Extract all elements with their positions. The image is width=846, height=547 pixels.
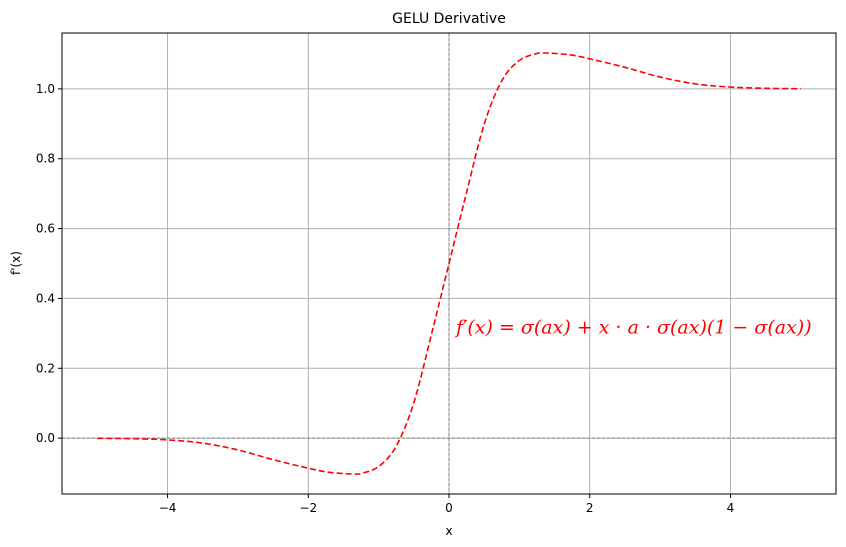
gelu-derivative-curve: [97, 51, 801, 476]
x-axis-title: x: [445, 524, 452, 538]
y-tick-label: 0.6: [36, 222, 55, 236]
formula-annotation: f′(x) = σ(ax) + x · a · σ(ax)(1 − σ(ax)): [454, 316, 812, 338]
y-tick-label: 0.2: [36, 361, 55, 375]
y-tick-label: 1.0: [36, 82, 55, 96]
series-layer: [97, 51, 801, 476]
x-tick-label: −4: [159, 501, 177, 515]
x-tick-label: 2: [586, 501, 594, 515]
y-tick-label: 0.4: [36, 291, 55, 305]
y-tick-label: 0.8: [36, 152, 55, 166]
y-tick-label: 0.0: [36, 431, 55, 445]
x-tick-label: 0: [445, 501, 453, 515]
x-tick-label: 4: [727, 501, 735, 515]
x-axis-ticks: −4 −2 0 2 4: [159, 494, 735, 515]
y-axis-title: f'(x): [9, 251, 23, 275]
chart-title: GELU Derivative: [392, 11, 506, 27]
y-axis-ticks: 0.0 0.2 0.4 0.6 0.8 1.0: [36, 82, 62, 445]
x-tick-label: −2: [299, 501, 317, 515]
